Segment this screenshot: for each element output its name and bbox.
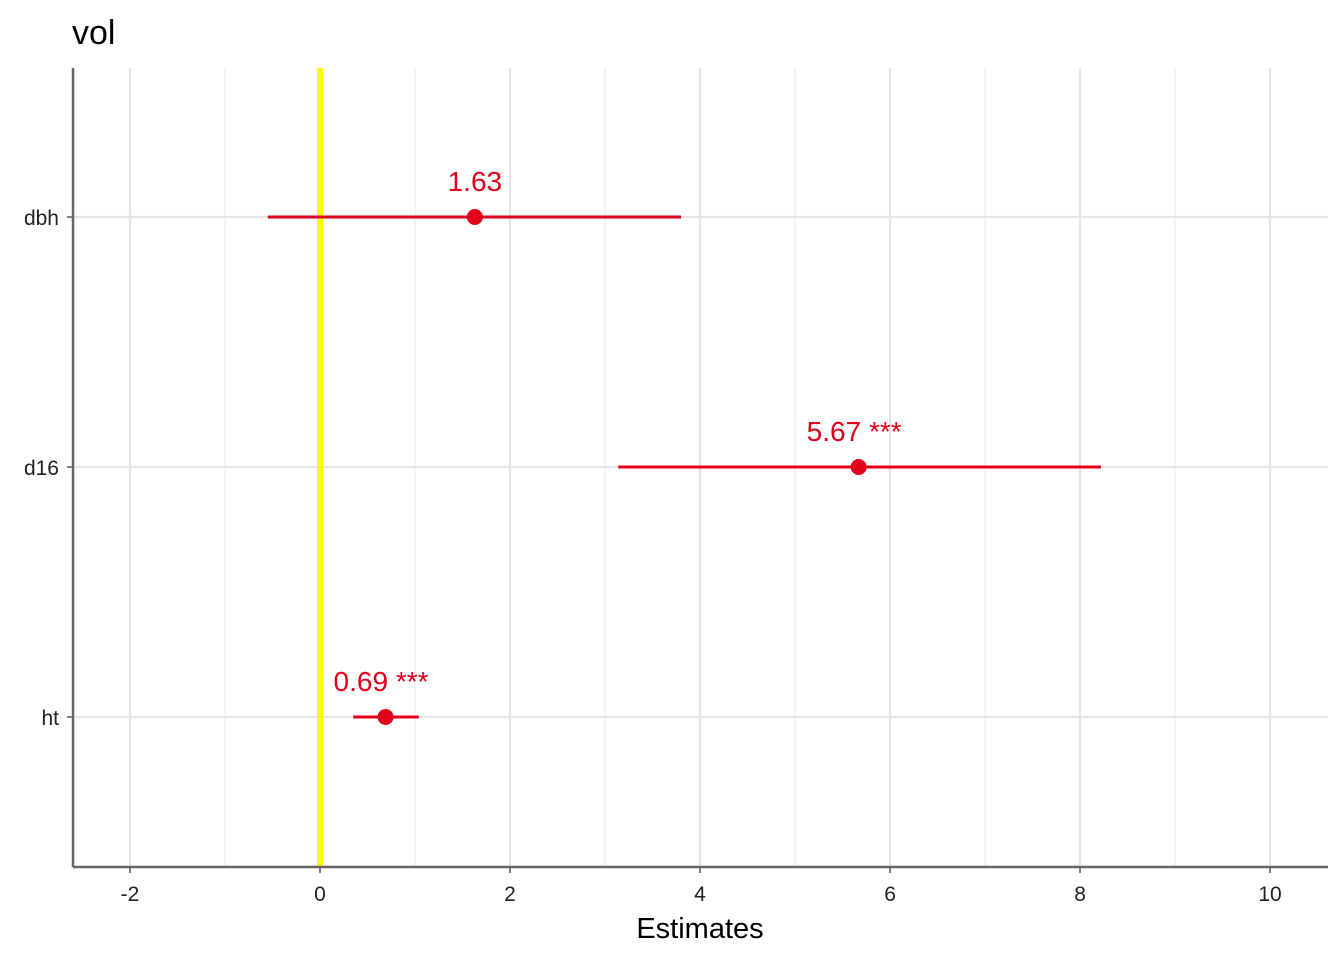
x-axis-label: Estimates	[636, 913, 763, 945]
x-tick-label: 10	[1258, 883, 1281, 906]
estimate-point-d16	[850, 459, 867, 475]
estimate-label-ht: 0.69 ***	[334, 666, 429, 697]
estimate-point-ht	[377, 709, 394, 725]
x-tick-label: 8	[1074, 883, 1086, 906]
x-tick-label: 0	[314, 883, 326, 906]
x-tick-label: 6	[884, 883, 896, 906]
chart-title: vol	[72, 14, 115, 52]
axes: -2 0 2 4 6 8 10 dbh d16 ht	[24, 68, 1328, 906]
estimate-point-dbh	[466, 209, 483, 225]
estimate-label-dbh: 1.63	[448, 166, 503, 197]
x-tick-label: 4	[694, 883, 706, 906]
x-tick-label: 2	[504, 883, 516, 906]
y-tick-label: d16	[24, 457, 59, 480]
marks: 1.63 5.67 *** 0.69 ***	[267, 166, 1101, 725]
y-tick-label: ht	[41, 707, 59, 730]
estimate-label-d16: 5.67 ***	[807, 416, 902, 447]
y-tick-label: dbh	[24, 207, 59, 230]
x-tick-label: -2	[121, 883, 140, 906]
